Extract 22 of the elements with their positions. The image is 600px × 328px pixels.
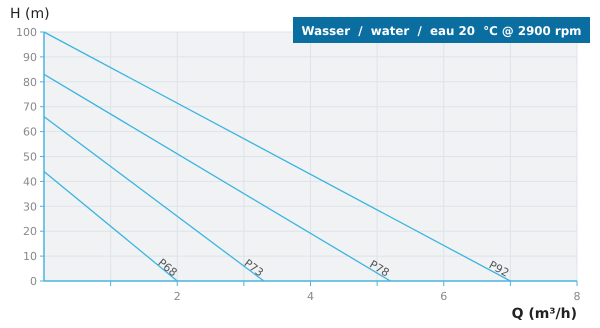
- x-tick-label: 2: [174, 290, 181, 303]
- y-tick-label: 40: [23, 175, 37, 188]
- y-tick-label: 50: [23, 150, 37, 164]
- x-tick-label: 4: [307, 290, 314, 303]
- x-tick-label: 6: [440, 290, 448, 303]
- y-tick-label: 20: [23, 225, 37, 238]
- text: P73: [242, 256, 266, 280]
- y-tick-label: 80: [23, 76, 37, 89]
- text: P92: [486, 258, 512, 280]
- y-tick-label: 100: [16, 26, 37, 39]
- y-tick-label: 90: [23, 50, 37, 64]
- x-axis-title: Q (m³/h): [512, 306, 577, 322]
- y-tick-label: 60: [23, 126, 37, 139]
- y-tick-label: 30: [23, 200, 37, 214]
- y-tick-label: 0: [30, 275, 37, 288]
- y-tick-label: 70: [23, 100, 37, 114]
- text: P68: [155, 256, 180, 280]
- y-axis-title: H (m): [10, 6, 50, 22]
- y-tick-label: 10: [23, 250, 37, 264]
- text: P78: [367, 258, 392, 280]
- x-tick-label: 8: [574, 290, 580, 303]
- chart-title: Wasser / water / eau 20 °C @ 2900 rpm: [302, 24, 586, 38]
